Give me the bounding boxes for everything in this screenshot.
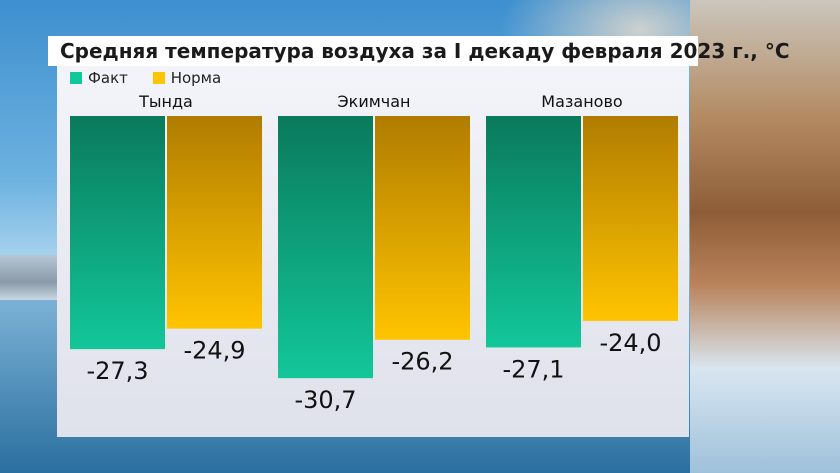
legend-item-norm: Норма <box>152 68 222 88</box>
bar-norm <box>583 116 678 321</box>
legend-swatch-norm <box>152 72 165 84</box>
bar-fact <box>70 116 165 350</box>
legend-label-norm: Норма <box>170 69 222 87</box>
legend-swatch-fact <box>70 72 82 84</box>
category-label: Мазаново <box>541 92 622 111</box>
data-label-norm: -26,2 <box>391 348 453 376</box>
category-label: Тында <box>138 92 193 111</box>
data-label-fact: -27,1 <box>502 355 564 383</box>
data-label-norm: -24,0 <box>599 329 661 357</box>
category-label: Экимчан <box>337 92 410 111</box>
data-label-norm: -24,9 <box>183 337 245 365</box>
bar-norm <box>375 116 470 340</box>
chart-title: Средняя температура воздуха за I декаду … <box>48 36 790 66</box>
background-icicles <box>690 0 840 473</box>
bar-fact <box>486 116 581 348</box>
bar-fact <box>278 116 373 379</box>
bar-norm <box>167 116 262 329</box>
data-label-fact: -30,7 <box>294 386 356 414</box>
legend-item-fact: Факт <box>70 68 128 88</box>
chart-legend: Факт Норма <box>70 68 241 88</box>
legend-label-fact: Факт <box>88 69 128 87</box>
data-label-fact: -27,3 <box>86 357 148 385</box>
background-shore <box>0 255 60 300</box>
